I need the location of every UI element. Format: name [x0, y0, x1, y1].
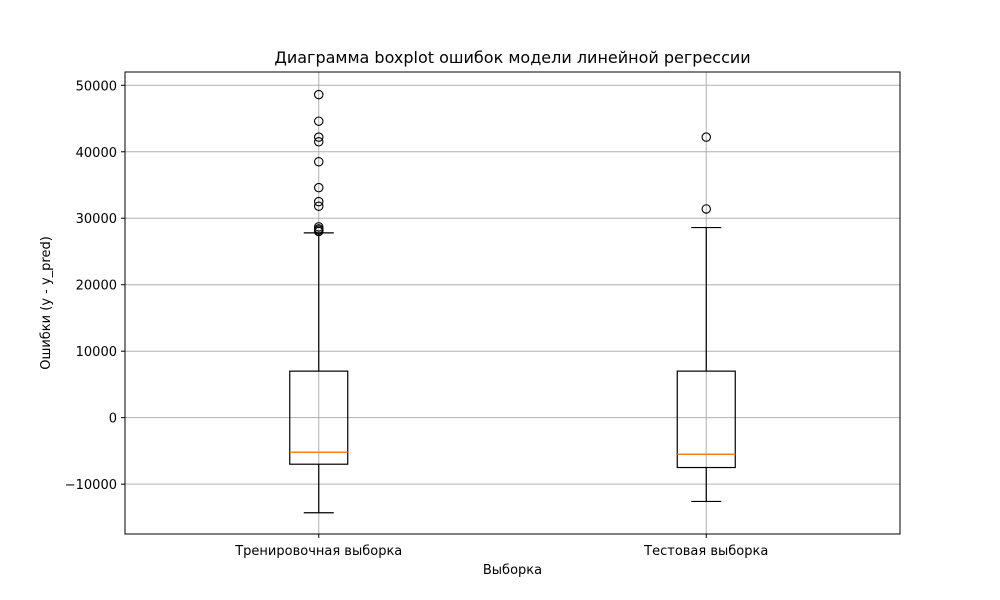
- outlier-point: [313, 132, 324, 142]
- plot-area-frame: [124, 71, 901, 535]
- outlier-point: [313, 182, 324, 193]
- outlier-point: [701, 132, 711, 142]
- outlier-point: [313, 226, 324, 237]
- iqr-box: [289, 370, 349, 465]
- tick-layer: −10000 0 10000 20000 30000 40000 50000 Трениров…: [65, 79, 769, 559]
- y-tick-label: 0: [109, 412, 117, 427]
- y-tick-label: 50000: [76, 79, 117, 94]
- y-tick-label: 40000: [76, 146, 117, 161]
- box-group: [676, 132, 736, 503]
- iqr-box: [676, 370, 736, 469]
- outlier-point: [701, 204, 711, 214]
- box-layer: [289, 89, 736, 514]
- y-tick-label: 10000: [76, 345, 117, 360]
- outlier-point: [313, 137, 324, 147]
- grid-layer: [125, 72, 900, 534]
- x-axis-label: Выборка: [483, 563, 542, 578]
- outlier-point: [313, 89, 324, 100]
- outlier-point: [313, 196, 324, 207]
- x-tick-label: Тестовая выборка: [643, 544, 768, 559]
- outlier-point: [313, 201, 324, 212]
- y-tick-label: 20000: [76, 279, 117, 294]
- x-tick-label: Тренировочная выборка: [234, 544, 402, 559]
- outlier-point: [313, 116, 324, 126]
- outlier-point: [313, 156, 324, 167]
- y-axis-label: Ошибки (y - y_pred): [39, 236, 54, 370]
- box-group: [289, 89, 349, 514]
- y-tick-label: 30000: [76, 212, 117, 227]
- y-tick-label: −10000: [65, 478, 117, 493]
- chart-title: Диаграмма boxplot ошибок модели линейной…: [274, 48, 750, 67]
